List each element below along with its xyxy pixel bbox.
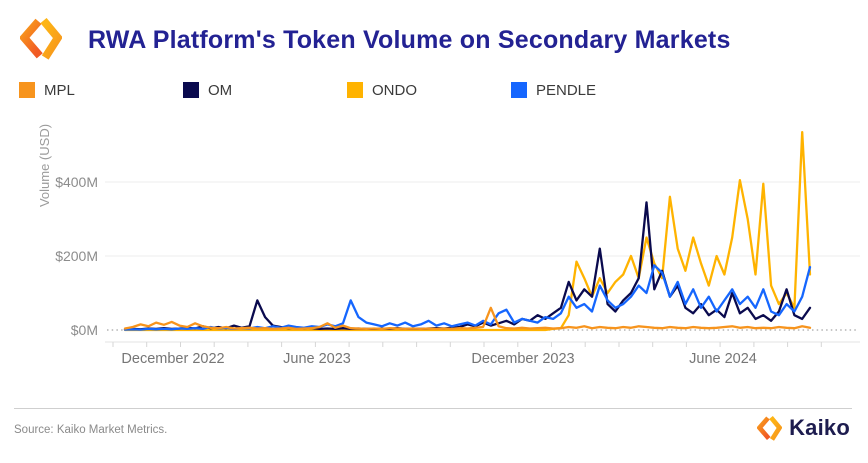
- legend-label-om: OM: [208, 81, 233, 99]
- ondo-swatch-icon: [347, 82, 363, 98]
- plot-area[interactable]: [105, 125, 860, 350]
- footer-divider: [14, 408, 852, 409]
- pendle-swatch-icon: [511, 82, 527, 98]
- volume-line-chart: [105, 130, 860, 347]
- legend-item-ondo[interactable]: ONDO: [347, 81, 417, 99]
- legend-item-pendle[interactable]: PENDLE: [511, 81, 596, 99]
- source-note: Source: Kaiko Market Metrics.: [14, 424, 168, 436]
- x-tick-december-2023: December 2023: [471, 351, 575, 367]
- om-swatch-icon: [183, 82, 199, 98]
- y-tick-400m: $400M: [55, 174, 98, 190]
- series-lines: [123, 130, 812, 332]
- y-tick-0m: $0M: [70, 322, 98, 338]
- y-tick-200m: $200M: [55, 248, 98, 264]
- kaiko-logo-small-icon: [757, 415, 783, 441]
- series-ondo-line: [123, 130, 812, 332]
- x-tick-december-2022: December 2022: [121, 351, 225, 367]
- legend-item-mpl[interactable]: MPL: [19, 81, 75, 99]
- x-tick-june-2023: June 2023: [283, 351, 351, 367]
- series-om-line: [123, 201, 812, 331]
- legend-label-ondo: ONDO: [372, 81, 417, 99]
- kaiko-brand[interactable]: Kaiko: [757, 415, 850, 441]
- y-axis-title: Volume (USD): [37, 123, 52, 208]
- mpl-swatch-icon: [19, 82, 35, 98]
- x-tick-june-2024: June 2024: [689, 351, 757, 367]
- page-title: RWA Platform's Token Volume on Secondary…: [88, 26, 731, 54]
- kaiko-logo-icon: [20, 18, 62, 60]
- series-mpl-line: [123, 306, 812, 331]
- legend-item-om[interactable]: OM: [183, 81, 232, 99]
- x-axis-ticks: [112, 342, 822, 347]
- legend-label-mpl: MPL: [44, 81, 75, 99]
- kaiko-wordmark: Kaiko: [789, 415, 850, 440]
- legend-label-pendle: PENDLE: [536, 81, 597, 99]
- series-pendle-line: [123, 264, 812, 331]
